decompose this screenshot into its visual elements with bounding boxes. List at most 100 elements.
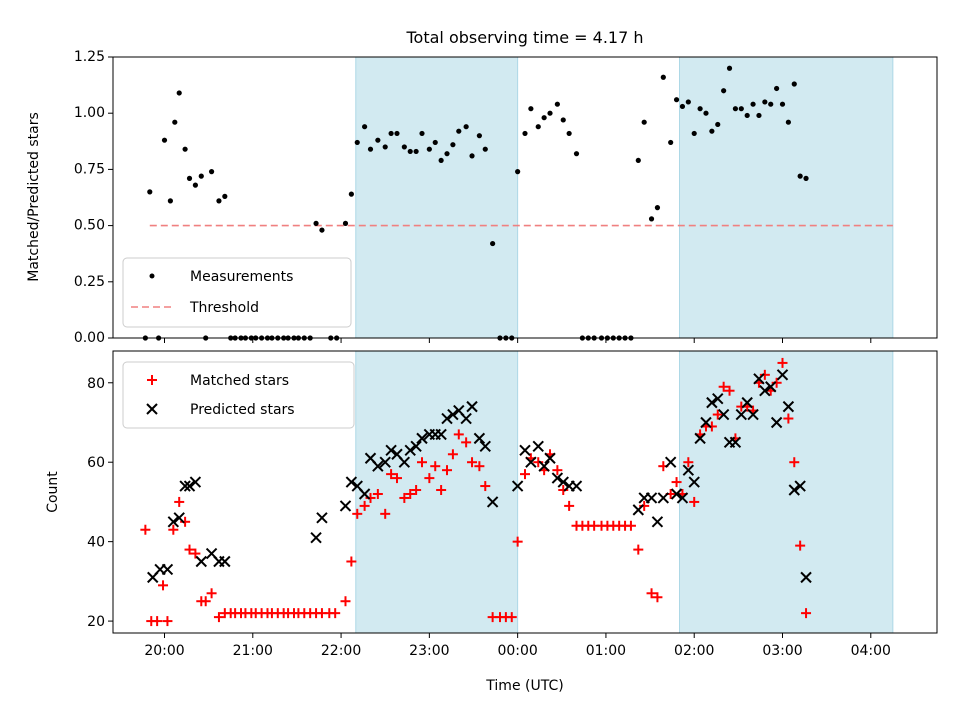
measurement-point: [407, 148, 413, 155]
measurement-point: [482, 146, 488, 152]
predicted-star-point: [479, 440, 491, 453]
matched-star-point: [391, 473, 402, 484]
measurement-point: [515, 169, 521, 175]
measurement-point: [444, 151, 450, 157]
matched-star-point: [162, 616, 173, 627]
predicted-star-point: [557, 476, 569, 488]
measurement-point: [668, 139, 674, 146]
predicted-star-point: [525, 456, 537, 468]
matched-stars-points: [140, 357, 812, 627]
x-tick-label: 02:00: [674, 643, 714, 659]
predicted-star-point: [219, 555, 231, 568]
top-shaded-intervals: [355, 56, 894, 339]
measurement-point: [167, 198, 173, 204]
measurement-point: [216, 198, 222, 204]
matched-star-point: [467, 457, 478, 468]
predicted-star-point: [310, 531, 322, 544]
matched-star-point: [552, 465, 563, 476]
matched-star-point: [140, 524, 151, 535]
measurement-point: [438, 157, 444, 164]
y-tick-label: 1.25: [74, 49, 105, 65]
measurement-point: [382, 144, 388, 150]
measurement-point: [679, 103, 686, 110]
measurement-point: [560, 117, 566, 123]
measurement-point: [641, 119, 647, 125]
predicted-star-point: [404, 444, 416, 457]
matched-star-point: [724, 385, 735, 396]
predicted-star-point: [398, 456, 411, 468]
predicted-star-point: [473, 432, 486, 445]
top-legend: Measurements Threshold: [122, 257, 352, 328]
measurement-point: [685, 99, 691, 105]
predicted-star-point: [179, 480, 191, 492]
predicted-star-point: [410, 440, 422, 453]
predicted-star-point: [770, 416, 783, 429]
y-tick-label: 0.00: [74, 330, 105, 346]
measurement-point: [394, 130, 400, 137]
matched-star-point: [474, 461, 485, 472]
measurement-point: [456, 128, 462, 134]
measurement-point: [768, 101, 774, 107]
predicted-star-point: [753, 373, 765, 385]
measurement-point: [762, 99, 768, 105]
predicted-star-point: [632, 504, 645, 516]
matched-star-point: [411, 485, 422, 496]
predicted-star-point: [339, 500, 352, 512]
matched-star-point: [359, 500, 370, 511]
measurement-point: [426, 146, 432, 152]
predicted-star-point: [551, 472, 564, 484]
predicted-star-point: [765, 381, 777, 393]
measurement-point: [208, 169, 215, 175]
matched-star-point: [380, 508, 391, 519]
matched-star-point: [174, 496, 185, 507]
matched-star-point: [330, 608, 341, 619]
matched-star-point: [405, 488, 416, 499]
matched-star-point: [759, 369, 770, 380]
measurement-point: [715, 121, 721, 128]
measurement-point: [779, 101, 786, 107]
measurement-point: [362, 124, 368, 130]
measurement-point: [161, 137, 168, 143]
matched-star-point: [152, 616, 163, 627]
matched-star-point: [180, 516, 191, 527]
matched-star-point: [365, 492, 376, 503]
measurement-point: [535, 124, 541, 130]
matched-star-point: [200, 596, 211, 607]
predicted-star-point: [345, 476, 358, 488]
predicted-star-point: [800, 571, 812, 584]
matched-star-point: [340, 596, 351, 607]
y-tick-label: 1.00: [74, 105, 105, 121]
x-tick-label: 21:00: [233, 643, 273, 659]
measurement-point: [673, 97, 680, 103]
measurement-point: [528, 106, 534, 112]
predicted-star-point: [717, 408, 730, 421]
measurement-point: [354, 139, 360, 146]
measurement-point: [635, 157, 641, 164]
measurement-point: [726, 65, 733, 71]
predicted-star-point: [794, 480, 806, 492]
predicted-star-point: [519, 444, 531, 457]
matched-star-point: [520, 469, 530, 480]
predicted-star-point: [676, 492, 689, 504]
matched-star-point: [533, 457, 544, 468]
legend-measurements-marker: [149, 273, 155, 279]
predicted-star-point: [167, 516, 180, 528]
predicted-star-point: [460, 412, 472, 425]
x-tick-label: 01:00: [586, 643, 626, 659]
predicted-star-point: [741, 396, 753, 409]
predicted-star-point: [729, 436, 742, 449]
x-tick-label: 22:00: [321, 643, 361, 659]
matched-star-point: [771, 377, 782, 388]
matched-star-point: [652, 592, 663, 603]
legend-predicted-label: Predicted stars: [190, 402, 295, 418]
predicted-star-point: [435, 428, 447, 441]
measurement-point: [744, 112, 750, 119]
matched-star-point: [795, 540, 806, 551]
measurement-point: [648, 216, 655, 222]
measurement-point: [738, 106, 744, 112]
predicted-star-point: [657, 492, 670, 504]
bottom-y-axis: 20 40 60 80: [87, 376, 113, 630]
matched-star-point: [639, 500, 650, 511]
predicted-star-point: [688, 476, 700, 488]
matched-star-point: [706, 421, 717, 432]
